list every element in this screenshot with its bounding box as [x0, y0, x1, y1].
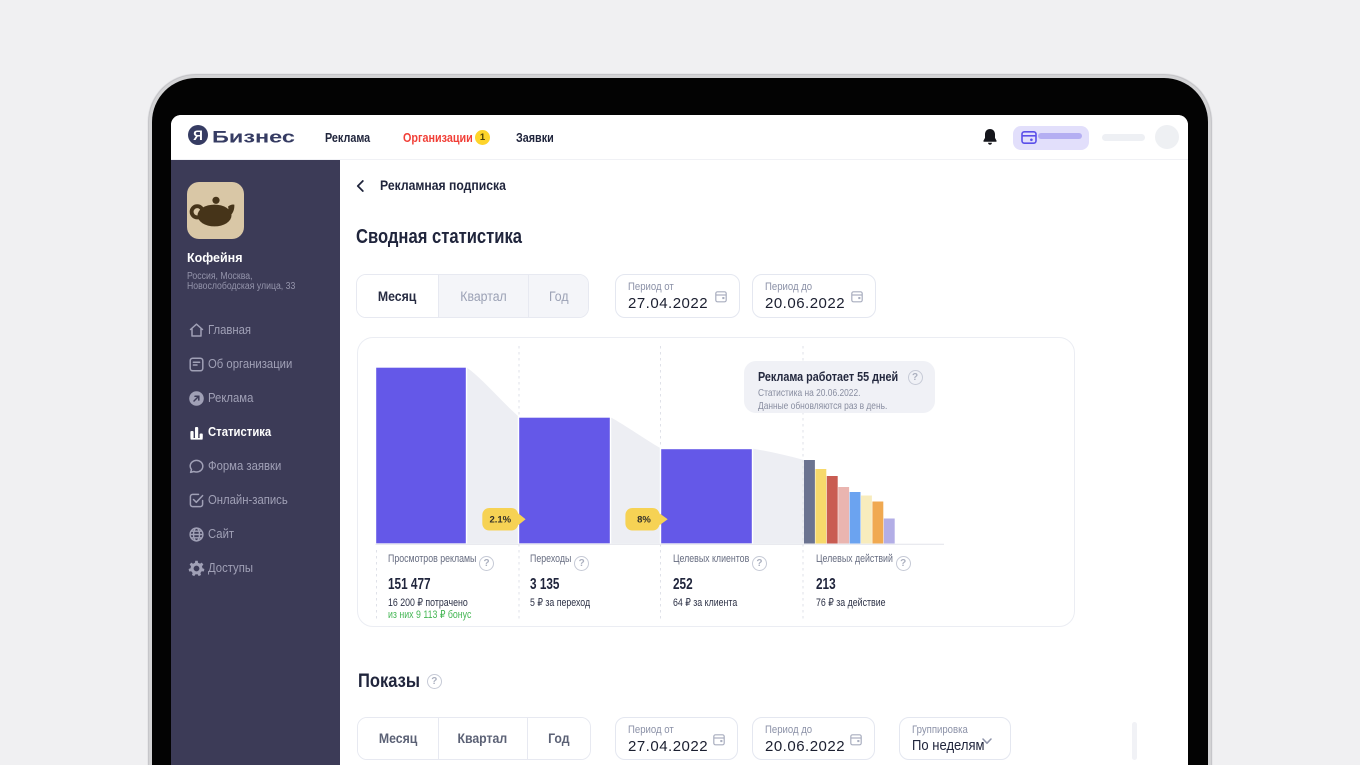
svg-text:Бизнес: Бизнес: [212, 127, 295, 146]
svg-text:2.1%: 2.1%: [489, 515, 511, 526]
svg-text:8%: 8%: [637, 515, 651, 526]
